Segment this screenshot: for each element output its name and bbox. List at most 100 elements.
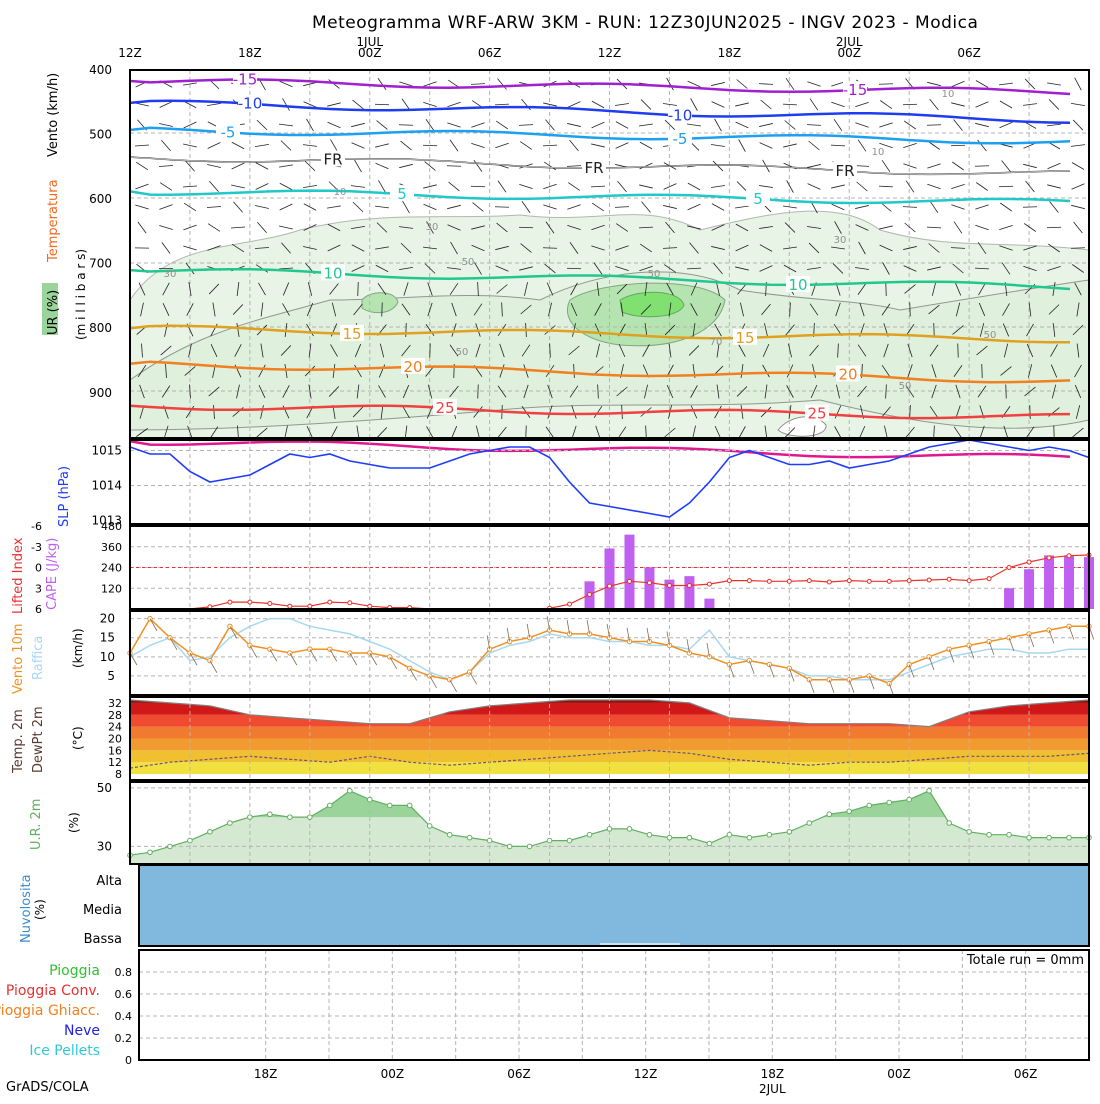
isotherm-label: 20 <box>403 358 422 376</box>
rh2m-axis-label: U.R. 2m <box>29 799 44 850</box>
top-time-label: 18Z <box>238 46 262 60</box>
bottom-time-label: 06Z <box>507 1067 531 1081</box>
wind10-arrow <box>829 680 834 693</box>
top-time-label: 06Z <box>957 46 981 60</box>
rh2m-point <box>507 844 512 849</box>
lifted-index-point <box>747 579 751 583</box>
rh2m-point <box>947 821 952 826</box>
lifted-index-point <box>987 577 991 581</box>
precip-tick: 0.4 <box>115 1010 133 1023</box>
rh2m-point <box>367 797 372 802</box>
lifted-index-point <box>1027 560 1031 564</box>
cloud-unit-label: (%) <box>33 899 47 920</box>
wind10-arrow <box>1049 630 1054 643</box>
lifted-index-point <box>248 600 252 604</box>
wind10-point <box>408 666 412 670</box>
wind10-arrow <box>290 653 297 665</box>
rh2m-tick: 50 <box>97 781 112 795</box>
cape-bar <box>624 535 634 609</box>
lifted-index-point <box>608 584 612 588</box>
wind10-arrow <box>470 672 477 684</box>
wind10-point <box>388 655 392 659</box>
cape-tick: 360 <box>101 541 122 554</box>
rh2m-point <box>1047 835 1052 840</box>
lifted-index-point <box>967 579 971 583</box>
cloud-cover-area <box>139 865 1089 946</box>
rh2m-point <box>467 835 472 840</box>
rh2m-point <box>188 838 193 843</box>
pressure-tick-label: 700 <box>89 257 112 271</box>
rh-contour-label: 10 <box>872 147 885 158</box>
wind10-arrow <box>1029 634 1034 647</box>
rh-contour-label: 50 <box>648 269 661 280</box>
lifted-index-tick: -3 <box>31 541 42 554</box>
rh-contour-label: 50 <box>899 381 912 392</box>
lifted-index-point <box>588 592 592 596</box>
lifted-index-point <box>308 604 312 608</box>
rh2m-point <box>387 803 392 808</box>
wind10-arrow <box>749 661 754 674</box>
rh2m-point <box>887 800 892 805</box>
rh2m-point <box>667 835 672 840</box>
isotherm-label: 25 <box>435 399 454 417</box>
rh2m-point <box>647 832 652 837</box>
rh2m-point <box>627 827 632 832</box>
rh2m-point <box>208 829 213 834</box>
top-day-label: 1JUL <box>356 35 383 49</box>
precip-tick: 0.8 <box>115 966 133 979</box>
rh-contour-label: 10 <box>942 89 955 100</box>
rh2m-point <box>407 803 412 808</box>
lifted-index-point <box>1007 566 1011 570</box>
lifted-index-point <box>328 600 332 604</box>
rh2m-point <box>867 803 872 808</box>
slp-tick-label: 1015 <box>91 444 122 458</box>
wind10-tick: 10 <box>100 650 115 664</box>
lifted-index-point <box>687 583 691 587</box>
wind10-arrow <box>849 680 854 693</box>
rh2m-point <box>687 835 692 840</box>
rh2m-point <box>967 829 972 834</box>
top-day-label: 2JUL <box>836 35 863 49</box>
rh-contour-label: 70 <box>710 337 723 348</box>
lifted-index-point <box>887 579 891 583</box>
bottom-time-label: 00Z <box>887 1067 911 1081</box>
slp-axis-label: SLP (hPa) <box>57 466 72 527</box>
wind10-tick: 20 <box>100 612 115 626</box>
wind10-arrow <box>350 653 357 665</box>
lifted-index-point <box>1067 554 1071 558</box>
cape-bar <box>644 568 654 610</box>
rh2m-point <box>168 844 173 849</box>
rh-contour-label: 30 <box>426 222 439 233</box>
lifted-index-point <box>907 579 911 583</box>
slp-tick-label: 1014 <box>91 479 122 493</box>
cloud-axis-label: Nuvolosita <box>19 874 34 943</box>
lifted-index-point <box>268 601 272 605</box>
wind10-unit-label: (km/h) <box>71 628 85 668</box>
isotherm-label: 25 <box>807 405 826 423</box>
top-time-label: 06Z <box>478 46 502 60</box>
temp2m-axis-label: Temp. 2m <box>11 709 26 774</box>
rh-contour-label: 50 <box>984 330 997 341</box>
lifted-index-point <box>927 578 931 582</box>
dewpoint-axis-label: DewPt 2m <box>31 706 46 773</box>
lifted-index-axis-label: Lifted Index <box>11 537 26 614</box>
isotherm-label: 20 <box>838 366 857 384</box>
pressure-tick-label: 500 <box>89 128 112 142</box>
cloud-level-label: Alta <box>96 874 122 889</box>
rh2m-tick: 30 <box>97 839 112 853</box>
isotherm-label: 5 <box>753 190 763 208</box>
rh2m-point <box>327 803 332 808</box>
lifted-index-point <box>368 604 372 608</box>
precip-legend-label: Pioggia <box>49 963 100 979</box>
rh2m-point <box>487 838 492 843</box>
rh2m-point <box>268 812 273 817</box>
wind10-point <box>447 678 451 682</box>
rh2m-point <box>587 832 592 837</box>
precip-legend-label: Pioggia Ghiacc. <box>0 1003 100 1019</box>
wind10-tick: 15 <box>100 631 115 645</box>
top-time-label: 18Z <box>718 46 742 60</box>
bottom-day-label: 2JUL <box>759 1082 786 1096</box>
isotherm-label: -10 <box>668 106 693 124</box>
